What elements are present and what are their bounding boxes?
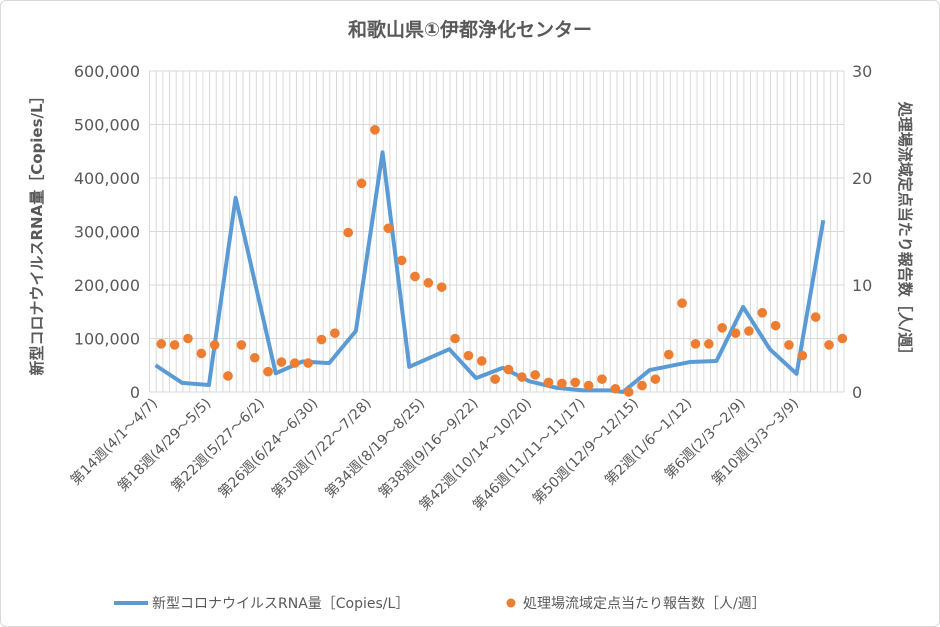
category-label: 第2週(1/6～1/12) bbox=[601, 395, 695, 489]
report-count-point bbox=[557, 378, 567, 389]
category-label: 第22週(5/27～6/2) bbox=[168, 395, 268, 495]
report-count-point bbox=[650, 374, 661, 384]
report-count-point bbox=[410, 271, 420, 282]
left-axis-tick-label: 200,000 bbox=[74, 276, 140, 295]
report-count-point bbox=[677, 298, 687, 308]
report-count-point bbox=[263, 366, 273, 377]
category-label: 第38週(9/16～9/22) bbox=[375, 395, 482, 502]
chart-title: 和歌山県①伊都浄化センター bbox=[348, 18, 592, 41]
report-count-point bbox=[463, 350, 474, 361]
category-label: 第30週(7/22～7/28) bbox=[268, 395, 375, 502]
left-axis-tick-label: 300,000 bbox=[74, 223, 140, 242]
right-axis-tick-label: 0 bbox=[852, 383, 862, 402]
report-count-point bbox=[583, 380, 594, 391]
report-count-point bbox=[690, 339, 701, 349]
report-count-point bbox=[169, 340, 180, 350]
left-axis-tick-label: 500,000 bbox=[74, 116, 140, 135]
plot-area bbox=[154, 125, 848, 397]
report-count-point bbox=[156, 339, 167, 349]
report-count-point bbox=[450, 333, 460, 344]
report-count-point bbox=[249, 352, 260, 363]
report-count-point bbox=[717, 323, 727, 333]
report-count-point bbox=[183, 333, 193, 344]
right-axis-title: 処理場流域定点当たり報告数［人/週］ bbox=[896, 101, 914, 362]
report-count-point bbox=[637, 380, 647, 391]
legend-label-reports: 処理場流域定点当たり報告数［人/週］ bbox=[523, 596, 766, 612]
report-count-point bbox=[223, 371, 233, 381]
report-count-point bbox=[476, 356, 487, 366]
report-count-point bbox=[209, 340, 220, 350]
legend-label-rna: 新型コロナウイルスRNA量［Copies/L］ bbox=[152, 596, 409, 612]
report-count-point bbox=[490, 374, 500, 384]
report-count-point bbox=[436, 282, 447, 292]
report-count-point bbox=[757, 308, 768, 318]
report-count-point bbox=[236, 340, 247, 350]
report-count-point bbox=[797, 350, 808, 361]
category-label: 第14週(4/1～4/7) bbox=[67, 395, 161, 489]
report-count-point bbox=[663, 349, 674, 360]
report-count-point bbox=[784, 340, 794, 350]
report-count-point bbox=[503, 364, 514, 375]
report-count-point bbox=[383, 223, 394, 234]
report-count-point bbox=[396, 255, 407, 266]
report-count-point bbox=[730, 328, 741, 338]
right-axis-tick-label: 20 bbox=[852, 169, 872, 188]
right-axis-tick-label: 30 bbox=[852, 62, 872, 81]
category-label: 第18週(4/29～5/5) bbox=[114, 395, 214, 495]
report-count-point bbox=[543, 377, 554, 388]
report-count-point bbox=[530, 370, 541, 380]
gridlines bbox=[149, 70, 845, 393]
category-label: 第26週(6/24～6/30) bbox=[215, 395, 322, 502]
report-count-point bbox=[316, 334, 327, 345]
report-count-point bbox=[770, 320, 781, 331]
report-count-point bbox=[276, 357, 287, 367]
left-axis-tick-label: 400,000 bbox=[74, 169, 140, 188]
report-count-point bbox=[824, 340, 834, 350]
category-label: 第10週(3/3～3/9) bbox=[708, 395, 802, 489]
report-count-point bbox=[837, 333, 848, 344]
report-count-point bbox=[610, 383, 621, 394]
left-axis-tick-label: 0 bbox=[130, 383, 140, 402]
left-axis-title: 新型コロナウイルスRNA量［Copies/L］ bbox=[28, 88, 46, 375]
report-count-point bbox=[517, 372, 527, 382]
report-count-point bbox=[597, 374, 607, 384]
left-axis-tick-label: 600,000 bbox=[74, 62, 140, 81]
report-count-point bbox=[303, 358, 313, 368]
report-count-point bbox=[370, 125, 380, 135]
category-label: 第50週(12/9～12/15) bbox=[529, 395, 642, 508]
report-count-point bbox=[356, 178, 367, 189]
report-count-point bbox=[290, 358, 300, 368]
right-axis-tick-label: 10 bbox=[852, 276, 872, 295]
report-count-point bbox=[810, 312, 821, 322]
legend: 新型コロナウイルスRNA量［Copies/L］ 処理場流域定点当たり報告数［人/… bbox=[114, 596, 766, 612]
category-label: 第34週(8/19～8/25) bbox=[322, 395, 429, 502]
report-count-point bbox=[330, 328, 340, 338]
report-count-point bbox=[343, 227, 354, 238]
legend-dot-swatch bbox=[506, 598, 516, 608]
report-count-point bbox=[570, 377, 581, 388]
report-count-point bbox=[196, 348, 207, 359]
left-axis-tick-label: 100,000 bbox=[74, 330, 140, 349]
report-count-point bbox=[623, 387, 634, 397]
report-count-point bbox=[423, 278, 434, 288]
report-count-point bbox=[704, 339, 714, 349]
report-count-point bbox=[744, 326, 754, 336]
